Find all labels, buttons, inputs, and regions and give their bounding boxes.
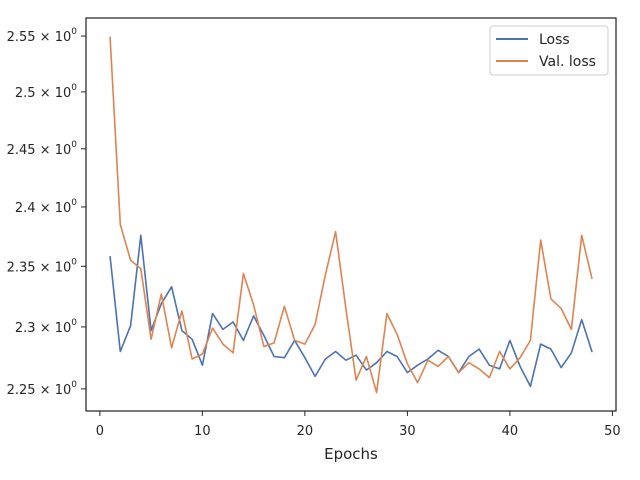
x-axis-label: Epochs — [324, 445, 378, 463]
series-layer — [109, 36, 593, 394]
plot-frame — [85, 17, 617, 412]
y-tick-label: 2.35 × 100 — [7, 257, 78, 275]
y-tick-label: 2.25 × 100 — [7, 380, 78, 398]
legend-label-val-loss: Val. loss — [539, 54, 596, 70]
x-tick-label: 40 — [502, 424, 519, 439]
y-axis: 2.25 × 100 2.3 × 100 2.35 × 100 2.4 × 100 2.… — [7, 27, 86, 398]
x-tick-label: 20 — [297, 424, 314, 439]
x-axis: 0 10 20 30 40 50 — [96, 411, 621, 439]
y-tick-label: 2.45 × 100 — [7, 140, 78, 158]
legend: Loss Val. loss — [489, 25, 609, 76]
y-tick-label: 2.4 × 100 — [15, 198, 77, 216]
x-tick-label: 50 — [604, 424, 621, 439]
series-line-loss — [109, 234, 593, 388]
y-tick-label: 2.5 × 100 — [15, 83, 77, 101]
x-tick-label: 0 — [96, 424, 104, 439]
y-tick-label: 2.55 × 100 — [7, 27, 78, 45]
y-tick-label: 2.3 × 100 — [15, 318, 77, 336]
series-line-val-loss — [109, 36, 593, 394]
x-tick-label: 10 — [194, 424, 211, 439]
legend-label-loss: Loss — [539, 32, 570, 48]
x-tick-label: 30 — [399, 424, 416, 439]
